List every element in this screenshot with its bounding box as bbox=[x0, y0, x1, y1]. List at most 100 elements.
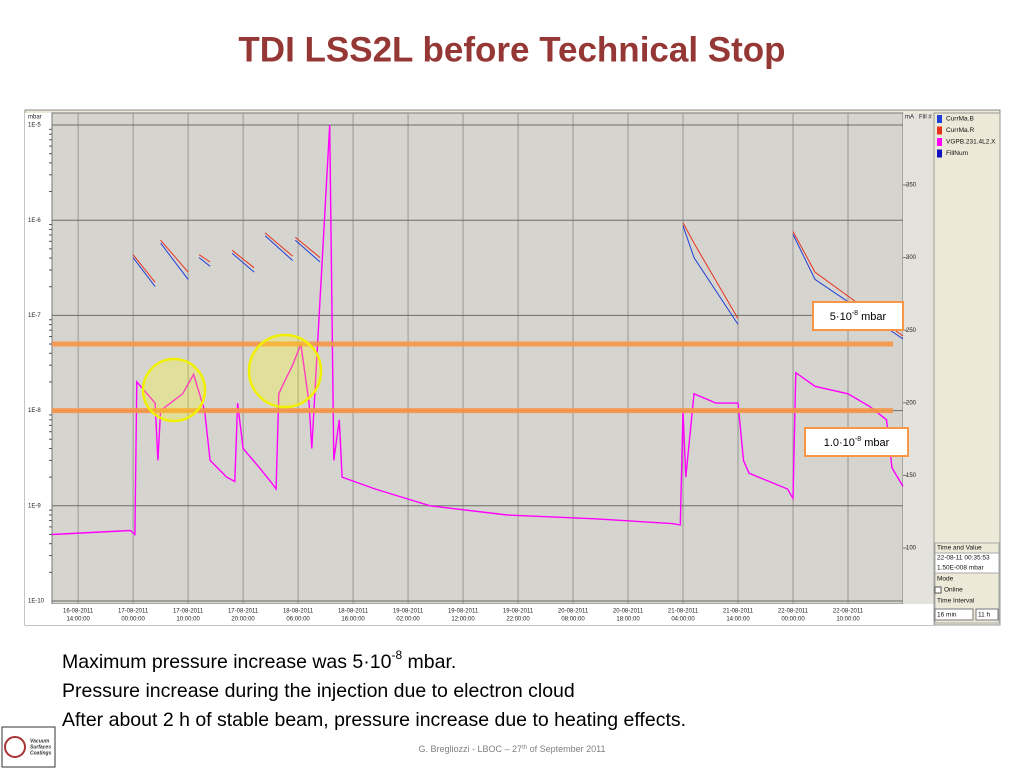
x-tick-label: 18:00:00 bbox=[616, 617, 640, 623]
series-line bbox=[294, 236, 321, 258]
y2-tick-label: 200 bbox=[906, 400, 917, 406]
x-tick-label: 02:00:00 bbox=[396, 617, 420, 623]
slide-title: TDI LSS2L before Technical Stop bbox=[238, 30, 785, 69]
series-line bbox=[51, 124, 904, 537]
plot-area bbox=[51, 112, 904, 605]
x-tick-label: 19-08-2011 bbox=[448, 609, 479, 615]
y-tick-label: 1E-8 bbox=[28, 408, 41, 414]
x-tick-label: 19-08-2011 bbox=[393, 609, 424, 615]
y-tick-label: 1E-9 bbox=[28, 503, 41, 509]
legend-swatch bbox=[937, 138, 942, 146]
footer: G. Bregliozzi - LBOC – 27th of September… bbox=[419, 744, 606, 754]
x-tick-label: 19-08-2011 bbox=[503, 609, 534, 615]
y2-axis-label: mA bbox=[905, 115, 914, 121]
bullet-part: Maximum pressure increase was 5·10 bbox=[62, 651, 392, 673]
x-tick-label: 12:00:00 bbox=[451, 617, 475, 623]
series-line bbox=[132, 254, 156, 283]
side-panel bbox=[933, 112, 1001, 626]
span-input[interactable] bbox=[975, 608, 999, 621]
y-tick-label: 1E-5 bbox=[28, 123, 41, 129]
bullet-text: After about 2 h of stable beam, pressure… bbox=[62, 709, 686, 731]
annotation-box bbox=[812, 301, 904, 331]
y2-tick-label: 300 bbox=[906, 255, 917, 261]
bullet-text: Maximum pressure increase was 5·10-8 mba… bbox=[62, 648, 456, 673]
plot: 16-08-2011 14:00:00 17-08-2011 00:00:00 17-0… bbox=[28, 113, 917, 623]
x-tick-label: 17-08-2011 bbox=[173, 609, 204, 615]
bullet-part: Pressure increase during the injection d… bbox=[62, 680, 575, 702]
x-tick-label: 18-08-2011 bbox=[338, 609, 369, 615]
x-tick-label: 22-08-2011 bbox=[833, 609, 864, 615]
annotation-text: 5·10 bbox=[830, 311, 852, 323]
series-line bbox=[160, 239, 189, 273]
legend-swatch bbox=[937, 126, 942, 135]
logo bbox=[1, 726, 56, 768]
panel-mode: Mode bbox=[937, 576, 954, 583]
x-tick-label: 21-08-2011 bbox=[668, 609, 699, 615]
x-tick-label: 00:00:00 bbox=[781, 617, 805, 623]
series-line bbox=[231, 249, 255, 269]
logo-text: Coatings bbox=[30, 750, 52, 756]
y-axis-label: mbar bbox=[28, 115, 42, 121]
series-line bbox=[160, 242, 189, 280]
interval-input[interactable] bbox=[934, 608, 974, 621]
footer-text: G. Bregliozzi - LBOC – 27 bbox=[419, 744, 523, 754]
annotation-exponent: -8 bbox=[852, 310, 858, 317]
y2-tick-label: 350 bbox=[906, 183, 917, 189]
y2-tick-label: 100 bbox=[906, 546, 917, 552]
right-axis-strip bbox=[903, 113, 933, 604]
series-line bbox=[294, 239, 321, 263]
logo-ring bbox=[4, 736, 26, 758]
x-tick-label: 08:00:00 bbox=[561, 617, 585, 623]
legend-label: FillNum bbox=[946, 150, 968, 157]
panel-span: 11 h bbox=[978, 612, 991, 619]
x-tick-label: 20:00:00 bbox=[231, 617, 255, 623]
x-tick-label: 00:00:00 bbox=[121, 617, 145, 623]
y-tick-label: 1E-10 bbox=[28, 599, 45, 605]
annotation-exponent: -8 bbox=[855, 436, 861, 443]
series-line bbox=[682, 225, 739, 325]
x-tick-label: 10:00:00 bbox=[836, 617, 860, 623]
panel-time: 22-08-11 00:35:53 bbox=[937, 555, 990, 562]
annotation-box bbox=[804, 427, 909, 457]
left-axis-strip bbox=[25, 113, 52, 604]
x-tick-label: 17-08-2011 bbox=[228, 609, 259, 615]
y-tick-label: 1E-7 bbox=[28, 313, 41, 319]
y2-tick-label: 150 bbox=[906, 473, 917, 479]
bullet-sup: -8 bbox=[391, 648, 402, 662]
series-line bbox=[198, 257, 211, 267]
bullet-part: mbar. bbox=[402, 651, 456, 673]
legend-swatch bbox=[937, 115, 942, 123]
x-tick-label: 16-08-2011 bbox=[63, 609, 94, 615]
legend-label: CurrMa.B bbox=[946, 116, 974, 123]
x-tick-label: 16:00:00 bbox=[341, 617, 365, 623]
online-checkbox[interactable] bbox=[934, 586, 942, 594]
value-box bbox=[934, 552, 1000, 574]
x-tick-label: 22-08-2011 bbox=[778, 609, 809, 615]
series-line bbox=[198, 254, 211, 263]
x-tick-label: 17-08-2011 bbox=[118, 609, 149, 615]
x-tick-label: 21-08-2011 bbox=[723, 609, 754, 615]
panel-interval-value: 16 min bbox=[937, 612, 957, 619]
x-tick-label: 20-08-2011 bbox=[613, 609, 644, 615]
x-tick-label: 20-08-2011 bbox=[558, 609, 589, 615]
panel-value: 1.50E-008 mbar bbox=[937, 565, 984, 572]
panel-heading: Time and Value bbox=[937, 545, 982, 552]
highlight-circle bbox=[141, 357, 207, 423]
x-tick-label: 22:00:00 bbox=[506, 617, 530, 623]
logo-text: Vacuum bbox=[30, 738, 50, 744]
series-line bbox=[264, 232, 293, 257]
x-tick-label: 04:00:00 bbox=[671, 617, 695, 623]
legend-label: CurrMa.R bbox=[946, 127, 974, 134]
bottom-axis-strip bbox=[25, 604, 935, 625]
legend-label: VGPB.231.4L2.X bbox=[946, 139, 996, 146]
annotation-unit: mbar bbox=[861, 437, 889, 449]
panel-online: Online bbox=[944, 587, 963, 594]
legend-swatch bbox=[937, 149, 942, 158]
annotation-unit: mbar bbox=[858, 311, 886, 323]
highlight-circle bbox=[247, 333, 323, 409]
x-tick-label: 14:00:00 bbox=[66, 617, 90, 623]
bullet-part: After about 2 h of stable beam, pressure… bbox=[62, 709, 686, 731]
series-line bbox=[264, 235, 293, 261]
series-line bbox=[682, 222, 739, 319]
annotation-label: 1.0·10-8 mbar bbox=[824, 436, 890, 449]
